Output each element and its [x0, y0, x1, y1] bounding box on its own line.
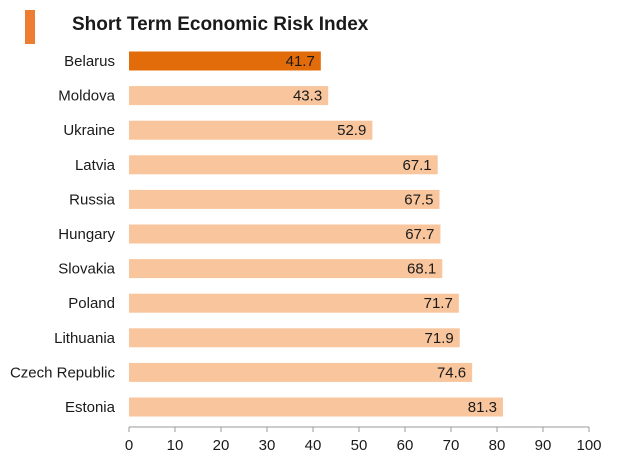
x-tick-label: 40	[305, 437, 322, 454]
category-label: Ukraine	[63, 122, 115, 139]
data-label: 41.7	[286, 53, 315, 70]
bar	[129, 259, 443, 279]
category-label: Belarus	[64, 53, 115, 70]
x-tick-label: 90	[535, 437, 552, 454]
data-label: 81.3	[468, 399, 497, 416]
data-label: 67.1	[402, 157, 431, 174]
x-tick-label: 100	[576, 437, 601, 454]
x-tick-label: 30	[259, 437, 276, 454]
data-label: 67.5	[404, 191, 433, 208]
category-label: Czech Republic	[10, 364, 116, 381]
x-tick-label: 0	[125, 437, 133, 454]
bar	[129, 397, 503, 417]
data-label: 71.9	[425, 330, 454, 347]
category-label: Lithuania	[54, 330, 116, 347]
x-tick-label: 60	[397, 437, 414, 454]
category-label: Latvia	[75, 157, 116, 174]
title-accent-bar	[25, 10, 35, 44]
x-tick-label: 70	[443, 437, 460, 454]
data-label: 43.3	[293, 88, 322, 105]
x-tick-label: 80	[489, 437, 506, 454]
bar	[129, 120, 373, 140]
x-tick-label: 20	[213, 437, 230, 454]
bar	[129, 362, 473, 382]
category-label: Estonia	[65, 399, 116, 416]
data-label: 67.7	[405, 226, 434, 243]
bar	[129, 224, 441, 244]
bar	[129, 328, 460, 348]
data-label: 74.6	[437, 364, 466, 381]
data-label: 52.9	[337, 122, 366, 139]
category-label: Slovakia	[58, 261, 115, 278]
x-tick-label: 10	[167, 437, 184, 454]
x-tick-label: 50	[351, 437, 368, 454]
chart-title: Short Term Economic Risk Index	[72, 14, 369, 35]
bar	[129, 189, 440, 209]
bar	[129, 155, 438, 175]
bar	[129, 86, 329, 106]
bar	[129, 51, 321, 71]
category-label: Poland	[68, 295, 115, 312]
data-label: 68.1	[407, 261, 436, 278]
category-label: Russia	[69, 191, 116, 208]
category-label: Moldova	[58, 88, 115, 105]
category-label: Hungary	[58, 226, 115, 243]
bar	[129, 293, 459, 313]
data-label: 71.7	[424, 295, 453, 312]
